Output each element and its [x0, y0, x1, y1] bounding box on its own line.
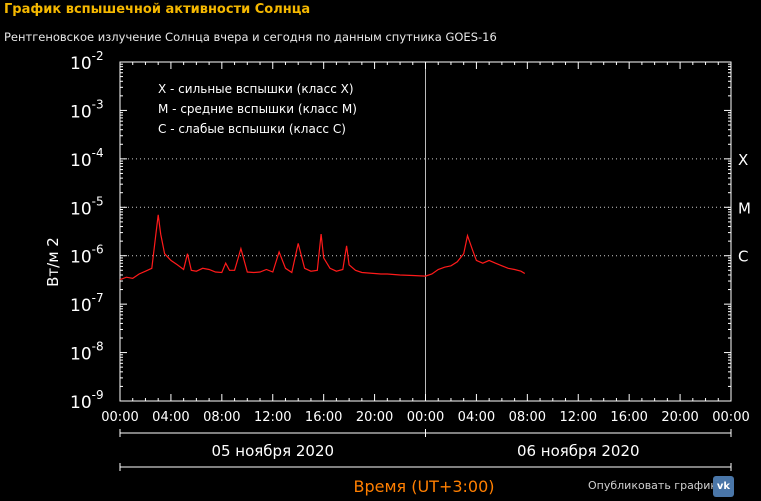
class-label: X [738, 151, 748, 169]
x-tick-label: 20:00 [661, 410, 698, 425]
class-labels: X M C [738, 151, 751, 266]
x-tick-label: 00:00 [407, 410, 444, 425]
xray-flux-line [119, 214, 526, 281]
x-tick-label: 00:00 [101, 410, 138, 425]
legend-item: C - слабые вспышки (класс C) [158, 122, 346, 136]
day-label: 05 ноября 2020 [211, 442, 334, 460]
y-tick-label: 10-7 [70, 291, 104, 316]
day-axis: 05 ноября 2020 06 ноября 2020 [119, 429, 732, 471]
day-label: 06 ноября 2020 [517, 442, 640, 460]
legend: X - сильные вспышки (класс X) M - средние… [158, 82, 357, 136]
x-tick-label: 16:00 [305, 410, 342, 425]
page-title: График вспышечной активности Солнца [4, 2, 311, 17]
series-layer [119, 214, 526, 281]
y-tick-label: 10-9 [70, 388, 104, 413]
x-tick-label: 20:00 [356, 410, 393, 425]
y-tick-label: 10-2 [70, 49, 104, 74]
page-subtitle: Рентгеновское излучение Солнца вчера и с… [4, 30, 497, 44]
legend-item: X - сильные вспышки (класс X) [158, 82, 354, 96]
class-label: M [738, 199, 751, 217]
y-tick-label: 10-8 [70, 340, 104, 365]
class-label: C [738, 248, 748, 266]
y-tick-label: 10-4 [70, 146, 104, 171]
vk-share-icon[interactable]: vk [713, 476, 734, 497]
x-tick-label: 12:00 [254, 410, 291, 425]
x-axis-label: Время (UT+3:00) [353, 477, 494, 496]
y-axis-label: Вт/м 2 [44, 237, 62, 287]
x-tick-label: 04:00 [152, 410, 189, 425]
publish-label: Опубликовать график: [588, 479, 721, 492]
x-axis-ticks: 00:00 04:00 08:00 12:00 16:00 20:00 00:00 04:00… [101, 62, 750, 425]
y-tick-label: 10-3 [70, 97, 104, 122]
x-tick-label: 00:00 [712, 410, 749, 425]
y-tick-label: 10-5 [70, 194, 104, 219]
x-tick-label: 08:00 [509, 410, 546, 425]
legend-item: M - средние вспышки (класс M) [158, 102, 357, 116]
x-tick-label: 16:00 [610, 410, 647, 425]
x-tick-label: 08:00 [203, 410, 240, 425]
y-tick-label: 10-6 [70, 243, 104, 268]
x-tick-label: 12:00 [560, 410, 597, 425]
y-axis-ticks: 10-2 10-3 10-4 10-5 10-6 10-7 10-8 10-9 [70, 49, 731, 413]
x-tick-label: 04:00 [458, 410, 495, 425]
